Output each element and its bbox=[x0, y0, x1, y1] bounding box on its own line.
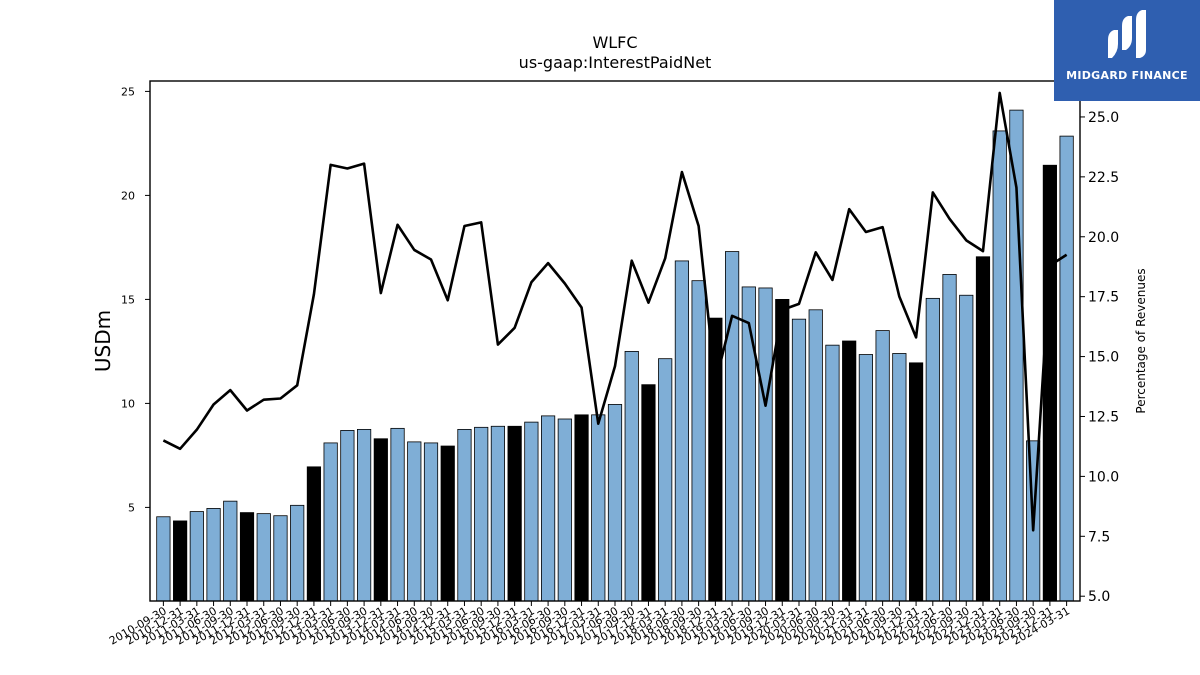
bar bbox=[641, 384, 656, 602]
y-tick-label: 10 bbox=[121, 397, 135, 410]
bar bbox=[541, 415, 556, 602]
bar bbox=[908, 362, 924, 602]
bar bbox=[340, 430, 355, 602]
bar bbox=[892, 353, 907, 602]
y2-tick-label: 5.0 bbox=[1088, 589, 1110, 605]
bar bbox=[808, 309, 823, 602]
midgard-finance-logo: MIDGARD FINANCE bbox=[1054, 0, 1200, 101]
chart-subtitle: us-gaap:InterestPaidNet bbox=[519, 53, 712, 72]
y-tick-label: 15 bbox=[121, 293, 135, 306]
bar bbox=[223, 500, 238, 602]
bar bbox=[440, 445, 455, 602]
bar bbox=[775, 298, 790, 602]
bar bbox=[390, 427, 405, 602]
bar bbox=[423, 442, 439, 602]
y2-axis-label: Percentage of Revenues bbox=[1134, 268, 1148, 413]
bar bbox=[1059, 135, 1074, 602]
bar bbox=[942, 274, 957, 602]
y2-tick-label: 10.0 bbox=[1088, 469, 1119, 485]
bar bbox=[992, 130, 1007, 602]
bar bbox=[691, 280, 706, 602]
bar bbox=[791, 318, 807, 602]
bar bbox=[975, 256, 991, 602]
y2-tick-label: 15.0 bbox=[1088, 350, 1119, 366]
logo-mark-icon bbox=[1108, 10, 1146, 58]
bar bbox=[206, 508, 221, 602]
bar bbox=[373, 438, 388, 602]
y-axis-label: USDm bbox=[91, 310, 115, 372]
y2-tick-label: 17.5 bbox=[1088, 290, 1119, 306]
bar bbox=[156, 516, 171, 602]
bar bbox=[959, 294, 974, 602]
bar bbox=[607, 404, 623, 602]
bar bbox=[457, 428, 472, 602]
bar bbox=[825, 344, 840, 602]
y2-tick-label: 22.5 bbox=[1088, 170, 1119, 186]
chart-title: WLFC bbox=[592, 33, 637, 52]
y-tick-label: 5 bbox=[128, 501, 135, 514]
bar bbox=[256, 513, 271, 602]
bar bbox=[290, 504, 305, 602]
y-tick-label: 25 bbox=[121, 85, 135, 98]
bar bbox=[1042, 164, 1057, 602]
bar bbox=[591, 414, 606, 602]
bar bbox=[490, 425, 506, 602]
bar bbox=[357, 428, 372, 602]
logo-text: MIDGARD FINANCE bbox=[1066, 69, 1188, 82]
y2-tick-label: 12.5 bbox=[1088, 409, 1119, 425]
bar bbox=[842, 340, 857, 602]
bar bbox=[758, 287, 773, 602]
y2-tick-label: 20.0 bbox=[1088, 230, 1119, 246]
y-tick-label: 20 bbox=[121, 189, 135, 202]
percentage-line bbox=[162, 91, 1068, 532]
y2-tick-label: 25.0 bbox=[1088, 110, 1119, 126]
bar bbox=[858, 354, 873, 602]
y2-tick-label: 7.5 bbox=[1088, 529, 1110, 545]
bar bbox=[239, 512, 255, 602]
bar bbox=[173, 520, 188, 602]
bar bbox=[624, 350, 639, 602]
bar bbox=[741, 286, 756, 602]
bar bbox=[725, 251, 740, 602]
bar bbox=[524, 421, 539, 602]
bar bbox=[273, 515, 288, 602]
bar bbox=[189, 511, 204, 602]
bar bbox=[557, 418, 572, 602]
bar bbox=[474, 426, 489, 602]
bar bbox=[925, 297, 940, 602]
bar bbox=[306, 466, 322, 602]
bar bbox=[574, 414, 589, 602]
bar bbox=[507, 425, 522, 602]
bar bbox=[658, 358, 673, 602]
bar bbox=[674, 260, 689, 602]
bar bbox=[407, 441, 422, 602]
bar bbox=[323, 442, 338, 602]
bar bbox=[875, 330, 890, 602]
